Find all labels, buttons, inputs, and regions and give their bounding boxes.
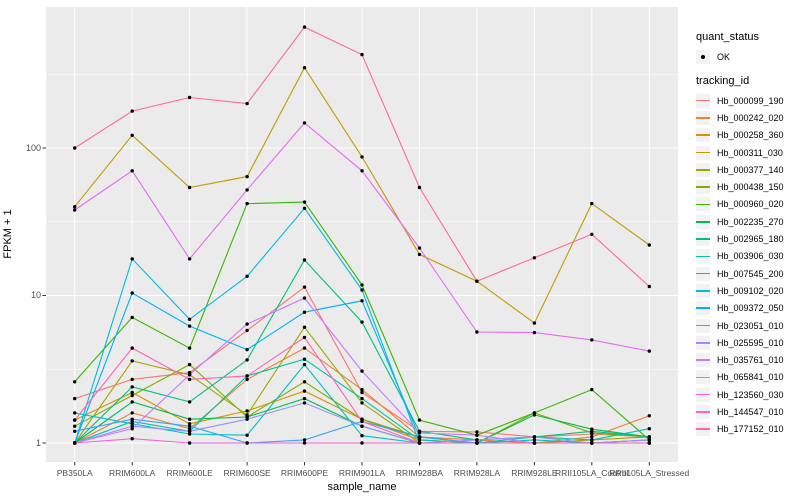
line-key-icon <box>696 266 710 281</box>
line-key-icon <box>696 197 710 212</box>
legend-tracking-items: Hb_000099_190 Hb_000242_020 Hb_000258_360 H… <box>696 92 784 438</box>
legend-item-label: Hb_023051_010 <box>717 320 784 331</box>
legend-item-Hb_000258_360: Hb_000258_360 <box>696 127 784 144</box>
x-tick-label-RRIM928BA: RRIM928BA <box>395 468 444 478</box>
legend-item-label: Hb_000960_020 <box>717 199 784 210</box>
legend-item-ok: OK <box>696 48 730 65</box>
line-key-icon <box>696 404 710 419</box>
legend-item-Hb_002965_180: Hb_002965_180 <box>696 230 784 247</box>
legend-item-ok-label: OK <box>717 51 731 62</box>
line-key-icon <box>696 422 710 437</box>
x-tick-label-RRII105LA_Control: RRII105LA_Control <box>554 468 629 478</box>
legend-item-label: Hb_000438_150 <box>717 182 784 193</box>
x-tick-label-RRIM600SE: RRIM600SE <box>223 468 271 478</box>
point-key-icon <box>696 49 710 64</box>
y-tick-label: 10 <box>30 290 41 300</box>
legend-item-Hb_009372_050: Hb_009372_050 <box>696 300 784 317</box>
series-points-Hb_065841_010 <box>73 121 651 353</box>
legend-item-Hb_177152_010: Hb_177152_010 <box>696 421 784 438</box>
legend-item-label: Hb_003906_030 <box>717 251 784 262</box>
legend-item-label: Hb_000242_020 <box>717 112 784 123</box>
line-key-icon <box>696 110 710 125</box>
line-key-icon <box>696 301 710 316</box>
x-tick-label-RRIM928LA: RRIM928LA <box>453 468 501 478</box>
series-points-Hb_144547_010 <box>73 335 651 445</box>
legend-item-Hb_003906_030: Hb_003906_030 <box>696 248 784 265</box>
y-tick-label: 100 <box>25 142 41 153</box>
legend-item-label: Hb_000311_030 <box>717 147 783 158</box>
line-key-icon <box>696 370 710 385</box>
legend-item-Hb_035761_010: Hb_035761_010 <box>696 351 784 368</box>
legend-item-Hb_007545_200: Hb_007545_200 <box>696 265 784 282</box>
x-tick-label-RRIM600LE: RRIM600LE <box>166 468 213 478</box>
line-key-icon <box>696 145 710 160</box>
line-key-icon <box>696 318 710 333</box>
line-key-icon <box>696 93 710 108</box>
legend-item-Hb_000438_150: Hb_000438_150 <box>696 178 784 195</box>
series-points-Hb_000311_030 <box>73 66 651 325</box>
line-key-icon <box>696 232 710 247</box>
series-points-Hb_177152_010 <box>73 25 651 289</box>
legend-tracking-id-title: tracking_id <box>696 75 750 87</box>
legend-quant-status-title: quant_status <box>696 31 759 43</box>
x-tick-label-RRII105LA_Stressed: RRII105LA_Stressed <box>609 468 690 478</box>
x-tick-label-RRIM928LE: RRIM928LE <box>511 468 558 478</box>
legend-item-label: Hb_002235_270 <box>717 216 784 227</box>
legend-item-label: Hb_000258_360 <box>717 130 784 141</box>
legend-item-label: Hb_002965_180 <box>717 234 784 245</box>
legend-item-label: Hb_007545_200 <box>717 268 784 279</box>
line-key-icon <box>696 387 710 402</box>
legend-item-label: Hb_000377_140 <box>717 164 784 175</box>
legend-item-label: Hb_009102_020 <box>717 285 784 296</box>
legend-item-Hb_000960_020: Hb_000960_020 <box>696 196 784 213</box>
legend-item-Hb_000099_190: Hb_000099_190 <box>696 92 784 109</box>
y-axis-title: FPKM + 1 <box>2 209 14 259</box>
x-tick-label-PB350LA: PB350LA <box>56 468 93 478</box>
legend-item-Hb_025595_010: Hb_025595_010 <box>696 334 784 351</box>
x-tick-label-RRIM600PE: RRIM600PE <box>280 468 329 478</box>
line-key-icon <box>696 162 710 177</box>
legend-item-Hb_144547_010: Hb_144547_010 <box>696 403 784 420</box>
legend-item-Hb_123560_030: Hb_123560_030 <box>696 386 784 403</box>
legend-item-label: Hb_144547_010 <box>717 406 784 417</box>
legend-item-label: Hb_025595_010 <box>717 337 784 348</box>
legend-item-label: Hb_065841_010 <box>717 372 784 383</box>
legend-item-label: Hb_177152_010 <box>717 424 784 435</box>
legend-item-label: Hb_035761_010 <box>717 355 784 366</box>
line-key-icon <box>696 128 710 143</box>
legend-item-label: Hb_123560_030 <box>717 389 784 400</box>
legend-item-Hb_009102_020: Hb_009102_020 <box>696 282 784 299</box>
legend-item-Hb_065841_010: Hb_065841_010 <box>696 369 784 386</box>
line-key-icon <box>696 214 710 229</box>
legend-item-Hb_000242_020: Hb_000242_020 <box>696 109 784 126</box>
y-tick-label: 1 <box>35 437 41 448</box>
legend-item-label: Hb_009372_050 <box>717 303 784 314</box>
legend-item-Hb_000311_030: Hb_000311_030 <box>696 144 784 161</box>
line-key-icon <box>696 283 710 298</box>
x-axis-title: sample_name <box>327 481 397 493</box>
line-key-icon <box>696 249 710 264</box>
x-tick-label-RRIM600LA: RRIM600LA <box>109 468 156 478</box>
line-key-icon <box>696 335 710 350</box>
legend-item-Hb_002235_270: Hb_002235_270 <box>696 213 784 230</box>
line-key-icon <box>696 353 710 368</box>
legend-item-Hb_023051_010: Hb_023051_010 <box>696 317 784 334</box>
legend-item-Hb_000377_140: Hb_000377_140 <box>696 161 784 178</box>
line-key-icon <box>696 180 710 195</box>
legend-item-label: Hb_000099_190 <box>717 95 784 106</box>
x-tick-label-RRIM901LA: RRIM901LA <box>338 468 386 478</box>
